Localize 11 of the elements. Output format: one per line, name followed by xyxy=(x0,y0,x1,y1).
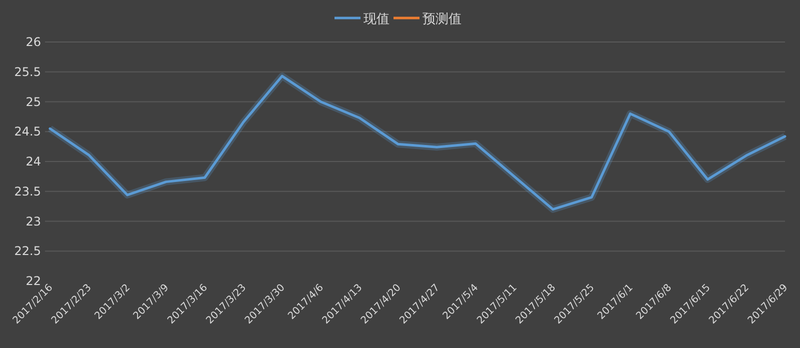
y-tick-label: 22.5 xyxy=(14,244,41,258)
y-tick-label: 22 xyxy=(26,274,41,288)
y-tick-label: 23.5 xyxy=(14,184,41,198)
legend-label: 现值 xyxy=(364,12,390,27)
y-tick-label: 23 xyxy=(26,214,41,228)
y-tick-label: 25 xyxy=(26,94,41,109)
y-tick-label: 25.5 xyxy=(14,64,41,79)
y-tick-label: 26 xyxy=(26,35,41,49)
y-tick-label: 24.5 xyxy=(14,124,41,139)
y-tick-label: 24 xyxy=(26,154,41,168)
legend-label: 预测值 xyxy=(422,12,462,27)
